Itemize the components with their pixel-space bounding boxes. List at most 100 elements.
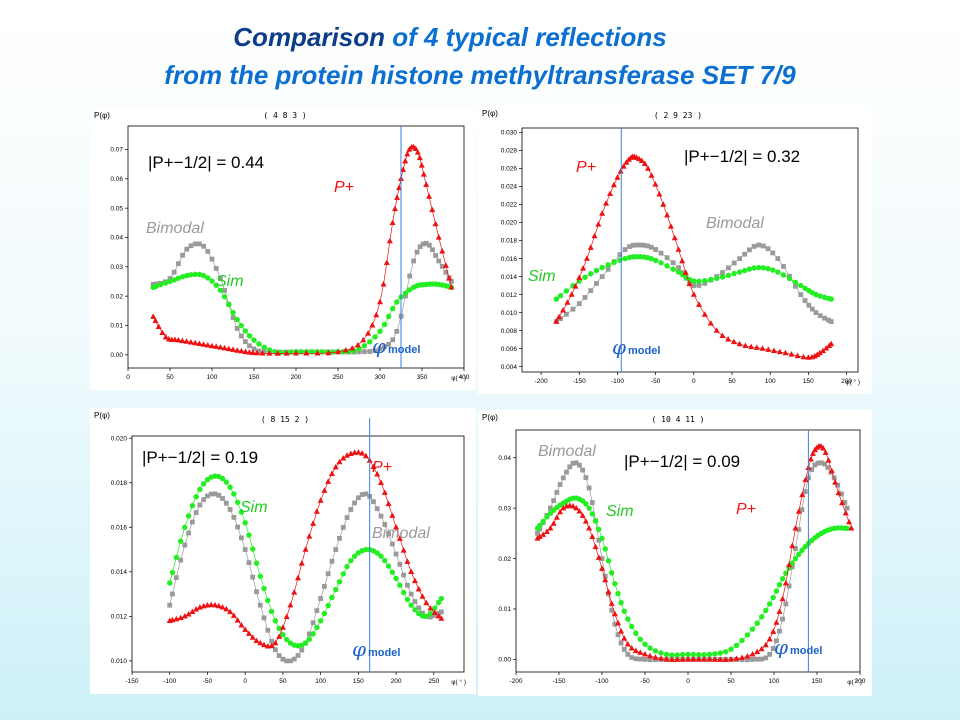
data-point bbox=[701, 656, 708, 662]
data-point bbox=[393, 575, 399, 582]
data-point bbox=[177, 614, 184, 621]
data-point bbox=[189, 503, 196, 509]
data-point bbox=[200, 481, 207, 487]
data-point bbox=[382, 557, 388, 564]
data-point bbox=[356, 346, 362, 352]
data-point bbox=[348, 557, 354, 564]
data-point bbox=[722, 649, 729, 655]
data-point bbox=[782, 349, 789, 356]
data-point bbox=[389, 219, 396, 225]
data-point bbox=[564, 469, 569, 475]
data-point bbox=[798, 292, 804, 297]
data-point bbox=[783, 601, 789, 607]
data-point bbox=[815, 460, 821, 466]
data-point bbox=[431, 609, 438, 615]
data-point bbox=[283, 350, 290, 356]
data-point bbox=[615, 619, 622, 626]
data-point bbox=[374, 550, 380, 556]
data-point bbox=[691, 283, 697, 288]
data-point bbox=[333, 586, 339, 593]
data-point bbox=[809, 306, 815, 312]
data-point bbox=[637, 656, 643, 662]
y-tick-label: 0.016 bbox=[501, 256, 518, 263]
data-point bbox=[298, 560, 305, 566]
data-point bbox=[798, 282, 804, 289]
data-point bbox=[381, 321, 388, 328]
data-point bbox=[774, 638, 779, 644]
data-point bbox=[617, 252, 623, 258]
data-point bbox=[408, 591, 414, 597]
data-point bbox=[162, 333, 169, 340]
data-point bbox=[287, 601, 294, 608]
y-tick-label: 0.014 bbox=[501, 274, 518, 281]
data-point bbox=[209, 342, 215, 349]
data-point bbox=[416, 605, 422, 611]
series-bimodal bbox=[150, 240, 454, 355]
data-point bbox=[419, 593, 426, 599]
data-point bbox=[420, 171, 427, 177]
data-point bbox=[302, 640, 309, 646]
data-point bbox=[707, 320, 714, 326]
y-tick-label: 0.07 bbox=[110, 147, 123, 154]
data-point bbox=[714, 275, 720, 282]
data-point bbox=[261, 615, 267, 621]
data-point bbox=[234, 316, 240, 323]
data-point bbox=[272, 647, 278, 653]
data-point bbox=[217, 344, 224, 350]
data-point bbox=[230, 309, 236, 316]
data-point bbox=[365, 330, 372, 336]
data-point bbox=[708, 276, 714, 283]
phi-model-label: φ model bbox=[372, 334, 420, 358]
data-point bbox=[770, 646, 776, 651]
series-line bbox=[537, 462, 848, 661]
data-point bbox=[239, 535, 244, 541]
data-point bbox=[382, 344, 387, 350]
data-point bbox=[192, 339, 199, 346]
data-point bbox=[744, 653, 751, 659]
plot-frame bbox=[521, 127, 859, 373]
data-point bbox=[186, 530, 191, 536]
y-tick-label: 0.020 bbox=[111, 435, 128, 442]
data-point bbox=[594, 281, 599, 286]
data-point bbox=[725, 336, 732, 342]
x-tick-label: 0 bbox=[243, 678, 247, 685]
data-point bbox=[414, 249, 420, 255]
data-point bbox=[682, 269, 689, 275]
data-point bbox=[253, 637, 260, 643]
data-point bbox=[234, 347, 241, 353]
data-point bbox=[540, 531, 547, 537]
data-point bbox=[796, 527, 802, 532]
data-point bbox=[391, 205, 398, 212]
bimodal-label: Bimodal bbox=[372, 525, 430, 542]
data-point bbox=[596, 526, 602, 532]
data-point bbox=[193, 494, 199, 500]
data-point bbox=[811, 352, 818, 359]
data-point bbox=[789, 560, 795, 566]
data-point bbox=[192, 241, 198, 247]
data-point bbox=[213, 266, 219, 271]
data-point bbox=[802, 544, 808, 550]
data-point bbox=[448, 284, 455, 290]
deviation-annotation: |P+−1/2| = 0.44 bbox=[148, 153, 264, 172]
data-point bbox=[227, 507, 233, 512]
x-tick-label: 150 bbox=[812, 678, 823, 685]
data-point bbox=[588, 288, 594, 294]
data-point bbox=[583, 475, 589, 480]
data-point bbox=[318, 596, 324, 601]
data-point bbox=[389, 569, 396, 575]
data-point bbox=[256, 341, 262, 347]
data-point bbox=[611, 610, 618, 617]
data-point bbox=[269, 638, 274, 644]
data-point bbox=[725, 272, 732, 279]
data-point bbox=[773, 588, 780, 594]
data-point bbox=[446, 275, 453, 281]
data-point bbox=[249, 634, 256, 640]
data-point bbox=[719, 274, 726, 280]
data-point bbox=[776, 608, 783, 614]
data-point bbox=[423, 240, 429, 246]
data-point bbox=[197, 486, 203, 493]
data-point bbox=[402, 290, 409, 296]
data-point bbox=[417, 244, 423, 250]
data-point bbox=[759, 656, 765, 662]
data-point bbox=[620, 163, 627, 169]
